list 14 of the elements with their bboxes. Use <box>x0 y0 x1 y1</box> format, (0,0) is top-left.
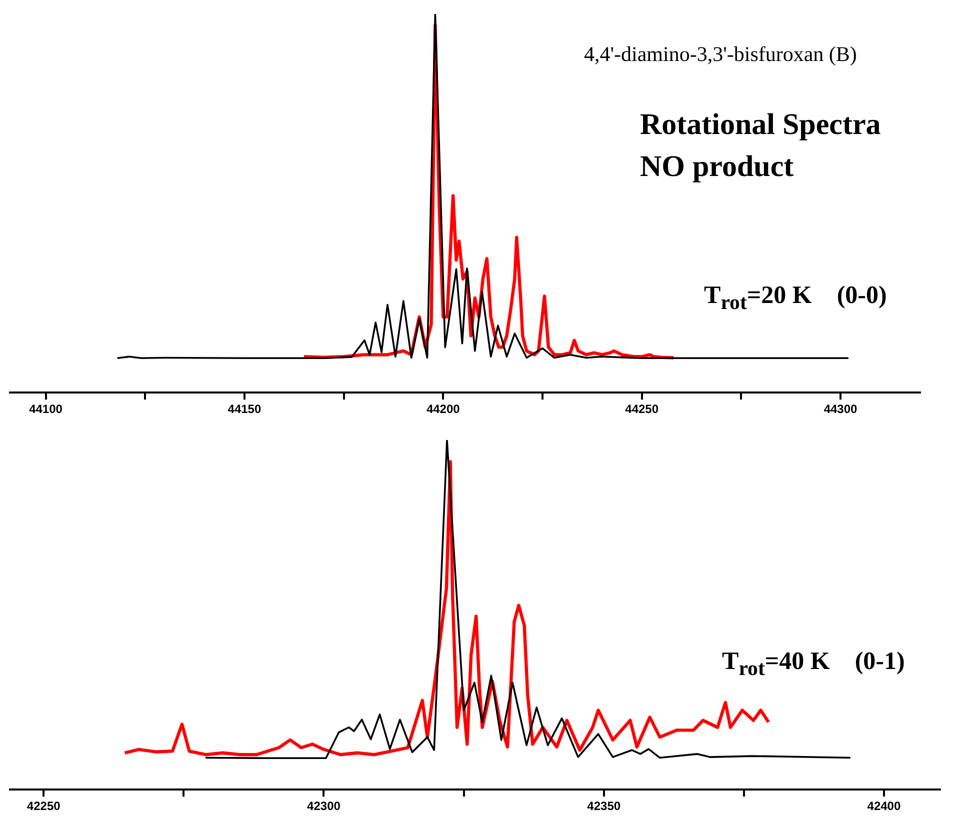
x-tick-label: 42400 <box>867 799 901 814</box>
x-tick-label: 44100 <box>29 402 63 416</box>
annotation: Rotational Spectra <box>640 108 881 142</box>
annotation: NO product <box>640 150 794 184</box>
x-tick-label: 42300 <box>307 799 341 814</box>
annotation: T$_{rot}$=20 K (0-0) <box>704 282 887 315</box>
annotation: 4,4'-diamino-3,3'-bisfuroxan (B) <box>584 42 857 67</box>
x-tick-label: 42250 <box>26 799 61 814</box>
x-tick-label: 42350 <box>587 799 621 814</box>
x-tick-label: 44200 <box>426 402 460 416</box>
x-tick-label: 44300 <box>824 402 858 416</box>
annotation: T$_{rot}$=40 K (0-1) <box>722 648 905 681</box>
x-tick-label: 44150 <box>228 402 262 416</box>
x-tick-label: 44250 <box>625 402 659 416</box>
